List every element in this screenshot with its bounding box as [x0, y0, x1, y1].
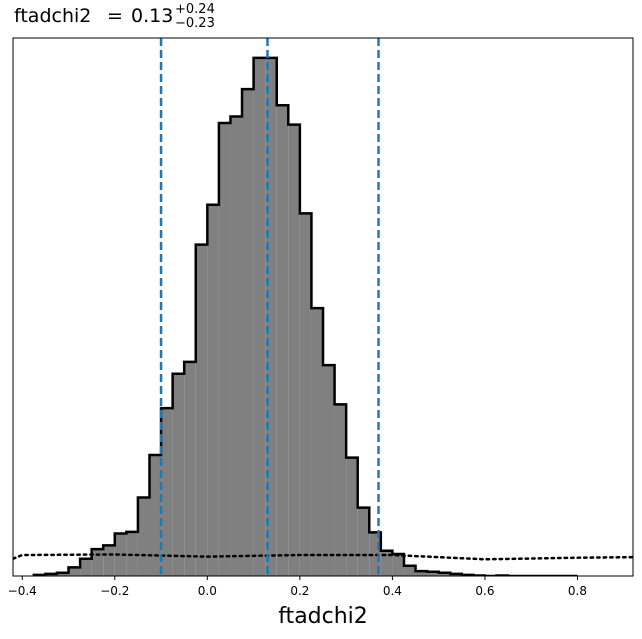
histogram-bin [218, 123, 231, 576]
histogram-outline [32, 56, 578, 576]
plot-area [12, 37, 634, 577]
histogram-bin [68, 567, 81, 576]
histogram-bin [288, 124, 300, 576]
histogram-bin [392, 553, 404, 576]
title-upper-error: +0.24 [175, 2, 215, 17]
x-tick-label: 0.8 [568, 584, 587, 598]
x-tick-label: 0.2 [290, 584, 309, 598]
title-lower-error: −0.23 [175, 16, 215, 31]
prior-line [13, 553, 633, 561]
histogram-bin [334, 404, 347, 576]
histogram-bin [276, 105, 289, 576]
histogram-bin [438, 572, 451, 576]
title: ftadchi2 = 0.13 +0.24 −0.23 [14, 2, 215, 31]
x-tick-label: 0.0 [198, 584, 217, 598]
axes-frame [12, 37, 634, 577]
histogram-bin [172, 373, 185, 576]
x-tick-label: 0.4 [383, 584, 402, 598]
histogram-bin [80, 558, 92, 576]
histogram-bin [161, 408, 173, 576]
histogram-bin [369, 532, 381, 576]
title-param: ftadchi2 [14, 5, 91, 27]
histogram-bin [207, 204, 219, 576]
histogram-bin [323, 365, 335, 576]
histogram-bin [114, 533, 127, 576]
x-axis-label: ftadchi2 [278, 604, 368, 629]
histogram-bin [403, 565, 416, 576]
histogram-bin [195, 244, 208, 576]
histogram-bin [311, 308, 323, 576]
histogram-bin [230, 116, 243, 576]
x-tick-label: 0.6 [475, 584, 494, 598]
histogram-bin [346, 457, 358, 576]
histogram-bin [137, 497, 150, 576]
title-value: 0.13 [131, 5, 173, 27]
x-tick-label: −0.4 [8, 584, 37, 598]
histogram-bin [253, 57, 266, 576]
histogram-bin [265, 57, 277, 576]
histogram-bin [415, 571, 428, 576]
histogram-bin [242, 89, 254, 576]
histogram-bin [149, 454, 162, 576]
histogram-bin [56, 572, 69, 576]
title-equals: = [107, 5, 123, 27]
x-axis-ticks: −0.4 −0.2 0.0 0.2 0.4 0.6 0.8 [8, 576, 587, 598]
histogram-bin [380, 550, 393, 576]
histogram-bin [427, 571, 439, 576]
histogram-bin [299, 213, 312, 576]
histogram-bin [357, 507, 370, 576]
histogram-bin [184, 361, 196, 576]
histogram-bin [91, 549, 104, 576]
x-tick-label: −0.2 [100, 584, 129, 598]
histogram-bin [103, 545, 115, 576]
